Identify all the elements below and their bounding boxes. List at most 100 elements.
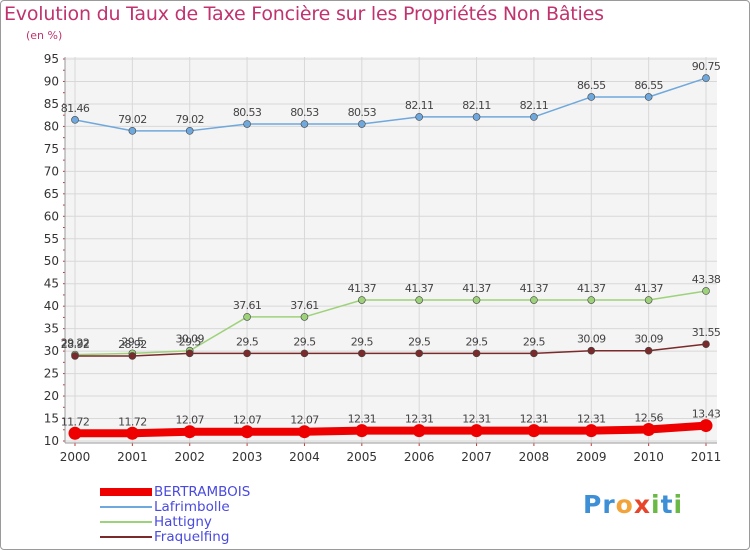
data-label-fraquelfing: 30.09 (577, 333, 606, 346)
data-point-fraquelfing (644, 346, 653, 355)
y-tick-label: 70 (44, 164, 59, 178)
data-label-bertrambois: 12.31 (577, 413, 606, 426)
y-tick-label: 75 (44, 142, 59, 156)
y-tick-label: 95 (44, 52, 59, 66)
legend-label-bertrambois: BERTRAMBOIS (154, 484, 251, 500)
data-label-fraquelfing: 29.5 (351, 335, 374, 348)
y-tick-label: 20 (44, 389, 59, 403)
x-tick-label: 2008 (519, 450, 550, 464)
data-point-lafrimbolle (185, 127, 194, 135)
data-label-bertrambois: 13.43 (692, 408, 721, 421)
data-label-lafrimbolle: 81.46 (61, 102, 90, 115)
x-tick-label: 2007 (461, 450, 492, 464)
y-tick-label: 85 (44, 97, 59, 111)
data-label-hattigny: 41.37 (348, 282, 377, 295)
data-point-fraquelfing (472, 349, 481, 358)
data-label-lafrimbolle: 82.11 (520, 99, 549, 112)
data-label-fraquelfing: 30.09 (634, 333, 663, 346)
data-point-fraquelfing (358, 349, 366, 358)
data-point-bertrambois (642, 422, 656, 436)
data-label-lafrimbolle: 86.55 (634, 79, 663, 92)
plot-area (65, 57, 717, 443)
data-label-hattigny: 43.38 (692, 273, 721, 286)
data-point-bertrambois (584, 424, 598, 438)
data-point-hattigny (300, 313, 309, 321)
data-point-lafrimbolle (243, 120, 251, 128)
data-label-hattigny: 41.37 (577, 282, 606, 295)
data-label-bertrambois: 12.31 (348, 413, 377, 426)
data-label-bertrambois: 11.72 (61, 415, 90, 428)
logo-letter: x (633, 490, 651, 519)
data-label-bertrambois: 12.07 (290, 414, 319, 427)
data-point-fraquelfing (243, 349, 251, 358)
data-point-bertrambois (699, 419, 713, 433)
y-tick-label: 55 (44, 232, 59, 246)
data-point-lafrimbolle (644, 93, 653, 101)
data-label-bertrambois: 11.72 (118, 415, 147, 428)
logo-letter: P (583, 490, 603, 519)
data-label-bertrambois: 12.07 (233, 414, 262, 427)
series-line-bertrambois (71, 421, 710, 438)
data-point-bertrambois (412, 424, 426, 438)
data-label-hattigny: 41.37 (462, 282, 491, 295)
data-point-lafrimbolle (415, 113, 423, 121)
y-tick-label: 45 (44, 277, 59, 291)
data-point-bertrambois (183, 425, 197, 439)
data-point-fraquelfing (128, 352, 137, 360)
data-point-fraquelfing (71, 352, 79, 360)
data-point-hattigny (702, 287, 710, 295)
data-point-lafrimbolle (358, 120, 366, 128)
x-tick-label: 2000 (60, 450, 91, 464)
y-tick-label: 50 (44, 254, 59, 268)
data-label-hattigny: 37.61 (233, 299, 262, 312)
x-tick-label: 2004 (289, 450, 320, 464)
data-point-bertrambois (297, 425, 311, 439)
data-label-bertrambois: 12.31 (405, 413, 434, 426)
y-tick-label: 10 (44, 434, 59, 448)
proxiti-logo: Proxiti (583, 490, 683, 519)
y-tick-label: 35 (44, 322, 59, 336)
data-label-fraquelfing: 28.92 (118, 338, 147, 351)
data-label-hattigny: 29.5 (121, 335, 144, 348)
x-tick-label: 2010 (633, 450, 664, 464)
data-label-hattigny: 29.22 (61, 337, 90, 350)
data-label-lafrimbolle: 80.53 (233, 106, 262, 119)
data-point-hattigny (243, 313, 251, 321)
y-tick-label: 60 (44, 209, 59, 223)
series-line-hattigny (74, 290, 707, 356)
data-label-hattigny: 30.09 (175, 333, 204, 346)
x-tick-label: 2003 (232, 450, 263, 464)
data-point-fraquelfing (587, 346, 596, 355)
data-point-lafrimbolle (300, 120, 309, 128)
data-label-lafrimbolle: 80.53 (348, 106, 377, 119)
data-label-lafrimbolle: 90.75 (692, 60, 721, 73)
data-point-lafrimbolle (530, 113, 538, 121)
logo-letter: t (660, 490, 674, 519)
data-label-lafrimbolle: 82.11 (405, 99, 434, 112)
y-tick-label: 65 (44, 187, 59, 201)
data-label-fraquelfing: 31.55 (692, 326, 721, 339)
data-label-bertrambois: 12.31 (462, 413, 491, 426)
chart-title: Evolution du Taux de Taxe Foncière sur l… (4, 3, 604, 25)
data-label-fraquelfing: 29.5 (236, 335, 259, 348)
data-point-lafrimbolle (472, 113, 481, 121)
legend-label-lafrimbolle: Lafrimbolle (154, 499, 230, 515)
data-label-bertrambois: 12.07 (175, 414, 204, 427)
y-tick-label: 90 (44, 74, 59, 88)
data-label-hattigny: 41.37 (405, 282, 434, 295)
data-point-bertrambois (68, 426, 82, 440)
legend-label-hattigny: Hattigny (154, 514, 212, 530)
data-label-lafrimbolle: 82.11 (462, 99, 491, 112)
logo-letter: o (615, 490, 634, 519)
data-label-fraquelfing: 29.5 (293, 335, 316, 348)
data-label-lafrimbolle: 79.02 (118, 113, 147, 126)
data-label-fraquelfing: 28.92 (61, 338, 90, 351)
x-tick-label: 2006 (404, 450, 435, 464)
series-line-lafrimbolle (74, 77, 707, 132)
data-point-fraquelfing (702, 340, 710, 348)
data-label-lafrimbolle: 86.55 (577, 79, 606, 92)
data-point-hattigny (587, 296, 596, 304)
y-tick-label: 30 (44, 344, 59, 358)
data-label-hattigny: 37.61 (290, 299, 319, 312)
